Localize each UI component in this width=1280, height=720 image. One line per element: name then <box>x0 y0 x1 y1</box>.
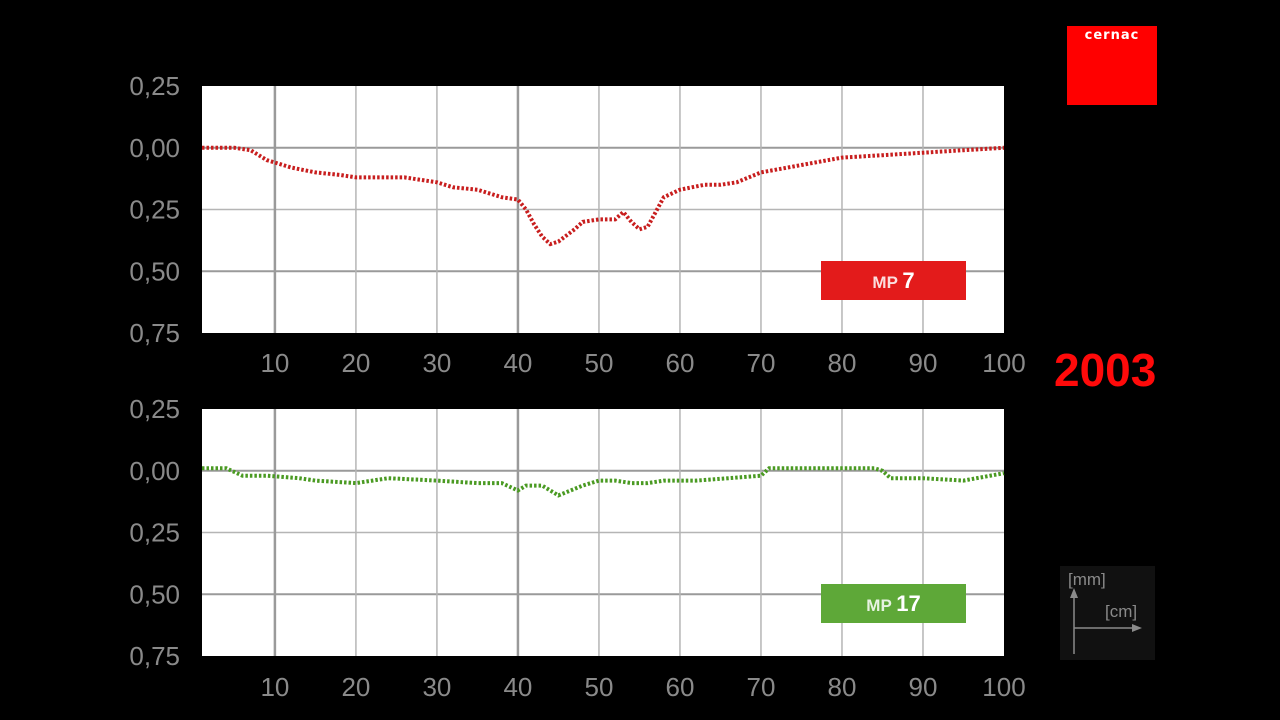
logo-text: cernac <box>1084 28 1140 43</box>
y-tick-label: 0,00 <box>129 133 180 163</box>
series-badge-label: MP 7 <box>872 268 914 293</box>
series-line <box>202 466 1005 498</box>
y-tick-label: 0,25 <box>129 71 180 101</box>
x-tick-label: 70 <box>747 348 776 378</box>
x-tick-label: 40 <box>503 348 532 378</box>
x-tick-label: 80 <box>828 348 857 378</box>
y-tick-label: 0,00 <box>129 456 180 486</box>
units-legend: [mm] [cm] <box>1060 566 1155 660</box>
y-tick-label: 0,25 <box>129 394 180 424</box>
y-tick-label: 0,75 <box>129 641 180 671</box>
x-tick-label: 80 <box>828 672 857 702</box>
x-tick-label: 10 <box>260 348 289 378</box>
series-line <box>202 145 1005 247</box>
cernac-logo: cernac <box>1067 26 1157 105</box>
x-tick-label: 30 <box>422 672 451 702</box>
x-tick-label: 40 <box>503 672 532 702</box>
x-tick-label: 60 <box>665 672 694 702</box>
x-tick-label: 50 <box>584 672 613 702</box>
series-badge <box>821 261 966 300</box>
series-badge-label: MP 17 <box>866 591 920 616</box>
x-tick-label: 90 <box>909 348 938 378</box>
y-tick-label: 0,25 <box>129 195 180 225</box>
x-tick-label: 50 <box>584 348 613 378</box>
unit-horizontal-label: [cm] <box>1105 602 1138 621</box>
y-tick-label: 0,75 <box>129 318 180 348</box>
axes-arrow-icon <box>1070 588 1142 654</box>
x-tick-label: 70 <box>747 672 776 702</box>
x-tick-label: 100 <box>982 672 1025 702</box>
y-tick-label: 0,25 <box>129 518 180 548</box>
unit-vertical-label: [mm] <box>1068 570 1106 589</box>
x-tick-label: 10 <box>260 672 289 702</box>
y-tick-label: 0,50 <box>129 579 180 609</box>
x-tick-label: 20 <box>341 672 370 702</box>
x-tick-label: 30 <box>422 348 451 378</box>
x-tick-label: 20 <box>341 348 370 378</box>
y-tick-label: 0,50 <box>129 256 180 286</box>
x-tick-label: 90 <box>909 672 938 702</box>
year-label: 2003 <box>1054 344 1157 396</box>
x-tick-label: 60 <box>665 348 694 378</box>
series-badge <box>821 584 966 623</box>
x-tick-label: 100 <box>982 348 1025 378</box>
